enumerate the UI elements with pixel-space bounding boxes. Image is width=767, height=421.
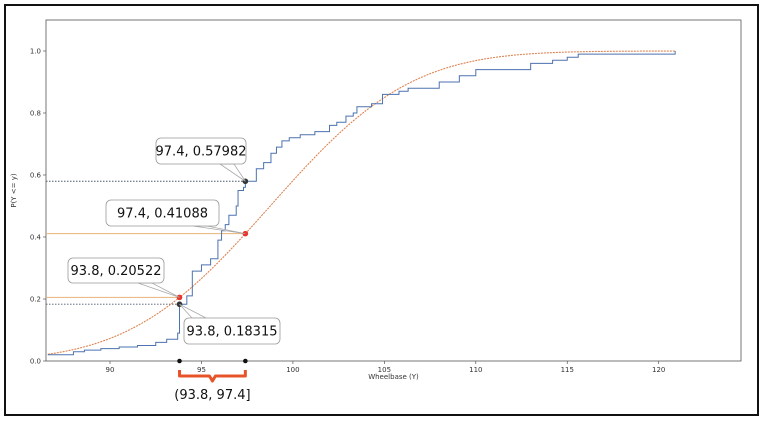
callout-box: [183, 317, 281, 345]
callout-label: 93.8, 0.20522: [71, 264, 162, 279]
y-tick-label: 0.0: [30, 358, 41, 366]
y-tick-label: 0.4: [30, 234, 42, 242]
callout-label: 97.4, 0.41088: [117, 207, 208, 222]
x-tick-label: 120: [652, 366, 665, 374]
x-tick-label: 110: [469, 366, 482, 374]
interval-annotation: (93.8, 97.4]: [174, 358, 251, 403]
x-axis-ticks: 90 95 100 105 110 115 120: [106, 361, 665, 374]
interval-bracket: [178, 370, 247, 383]
callout-label: 97.4, 0.57982: [156, 145, 247, 160]
x-tick-label: 115: [561, 366, 574, 374]
x-tick-label: 100: [286, 366, 299, 374]
callout-label: 93.8, 0.18315: [187, 325, 278, 340]
callouts: 93.8, 0.20522 97.4, 0.41088 97.4, 0.57982 9…: [67, 137, 281, 345]
callout-box: [67, 257, 165, 284]
interval-label: (93.8, 97.4]: [174, 388, 250, 403]
callout-pointer: [218, 163, 246, 182]
y-tick-label: 0.2: [30, 296, 41, 304]
y-tick-label: 0.6: [30, 172, 42, 180]
x-tick-label: 105: [378, 366, 391, 374]
y-tick-label: 0.8: [30, 110, 41, 118]
interval-start-dot: [177, 358, 182, 364]
x-tick-label: 90: [106, 366, 115, 374]
guide-lines: [46, 180, 246, 305]
callout-pointer: [137, 282, 180, 298]
y-tick-label: 1.0: [30, 48, 41, 56]
series-layer: [47, 50, 676, 356]
empirical-cdf-step: [47, 51, 676, 356]
x-axis-label: Wheelbase (Y): [368, 373, 419, 381]
callout-pointer: [179, 303, 207, 319]
interval-end-dot: [243, 358, 248, 364]
y-axis-ticks: 0.0 0.2 0.4 0.6 0.8 1.0: [30, 48, 46, 366]
x-tick-label: 95: [197, 366, 206, 374]
callout-box: [155, 137, 247, 165]
normal-cdf-curve: [47, 50, 676, 355]
y-axis-label: P(Y <= y): [10, 173, 18, 208]
callout-box: [105, 199, 220, 227]
callout-pointer: [192, 225, 246, 235]
plot-area: [45, 19, 742, 362]
